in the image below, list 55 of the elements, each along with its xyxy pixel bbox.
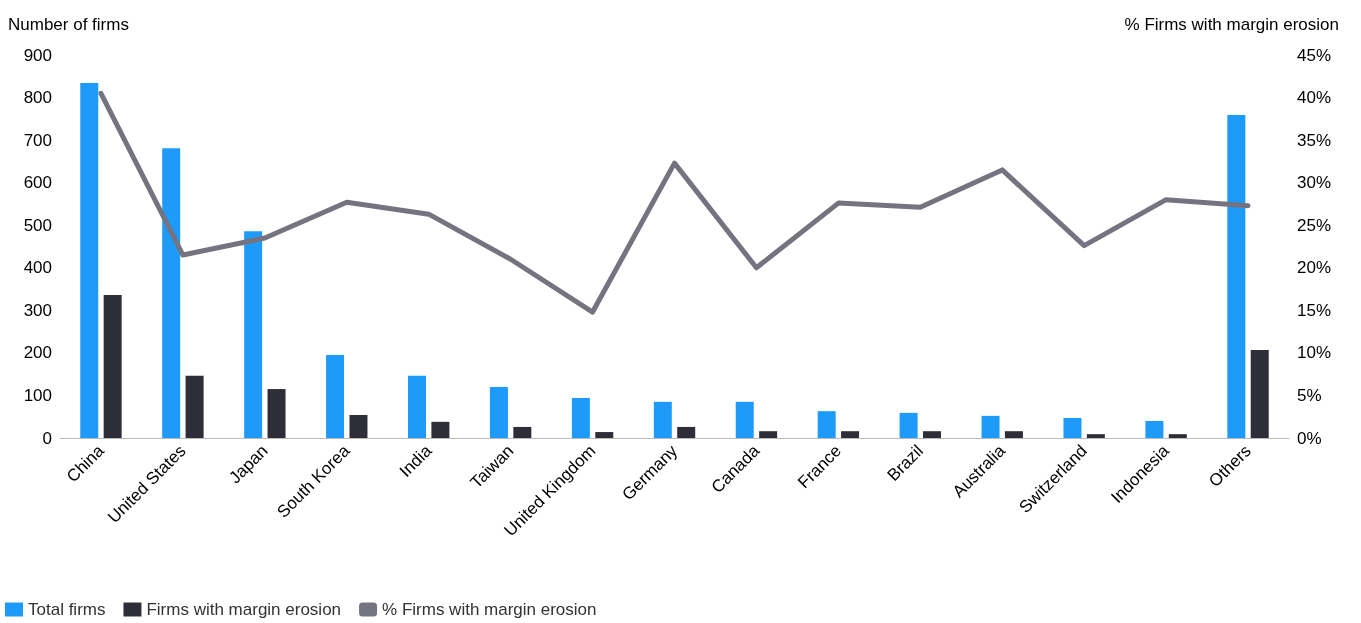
bar — [595, 432, 614, 438]
y2-tick-label: 15% — [1297, 300, 1332, 320]
y-tick-label: 200 — [23, 343, 52, 363]
bar — [431, 421, 450, 438]
bar — [735, 401, 754, 438]
bar — [1004, 431, 1023, 438]
y2-tick-label: 10% — [1297, 343, 1332, 363]
y2-tick-label: 35% — [1297, 130, 1332, 150]
bar — [677, 426, 696, 438]
y2-tick-label: 20% — [1297, 258, 1332, 278]
bar — [489, 386, 508, 438]
y2-tick-label: 40% — [1297, 88, 1332, 108]
y-tick-label: 0 — [42, 428, 52, 448]
y-tick-label: 700 — [23, 130, 52, 150]
bar — [1145, 420, 1164, 438]
y-tick-label: 800 — [23, 88, 52, 108]
y2-tick-label: 25% — [1297, 215, 1332, 235]
bar — [1168, 434, 1187, 438]
bar — [162, 148, 181, 438]
bar — [899, 412, 918, 438]
bar — [841, 431, 860, 438]
bar — [326, 355, 345, 438]
bar — [80, 83, 99, 438]
bar — [513, 426, 532, 438]
bar — [817, 411, 836, 438]
y-tick-label: 900 — [23, 45, 52, 65]
y-tick-label: 300 — [23, 300, 52, 320]
bar — [349, 415, 368, 438]
y-tick-label: 100 — [23, 385, 52, 405]
y-tick-label: 400 — [23, 258, 52, 278]
legend-label: % Firms with margin erosion — [382, 600, 597, 619]
bar — [244, 231, 263, 438]
y-tick-label: 500 — [23, 215, 52, 235]
bar — [1063, 418, 1082, 438]
bar — [571, 398, 590, 438]
bar — [1250, 349, 1269, 438]
bar — [1227, 115, 1246, 438]
bar — [185, 375, 204, 438]
y2-axis-title: % Firms with margin erosion — [1124, 15, 1339, 34]
y2-tick-label: 5% — [1297, 385, 1322, 405]
y-axis-title: Number of firms — [8, 15, 129, 34]
legend-label: Total firms — [28, 600, 106, 619]
legend-label: Firms with margin erosion — [146, 600, 342, 619]
bar — [408, 375, 426, 438]
bar — [653, 401, 672, 438]
y2-tick-label: 30% — [1297, 173, 1332, 193]
bar — [923, 431, 941, 438]
bar — [759, 431, 778, 438]
y-tick-label: 600 — [23, 173, 52, 193]
bar — [981, 415, 1000, 438]
bar — [267, 389, 286, 438]
y2-tick-label: 45% — [1297, 45, 1332, 65]
y2-tick-label: 0% — [1297, 428, 1322, 448]
bar — [103, 295, 122, 438]
bar — [1086, 434, 1105, 438]
